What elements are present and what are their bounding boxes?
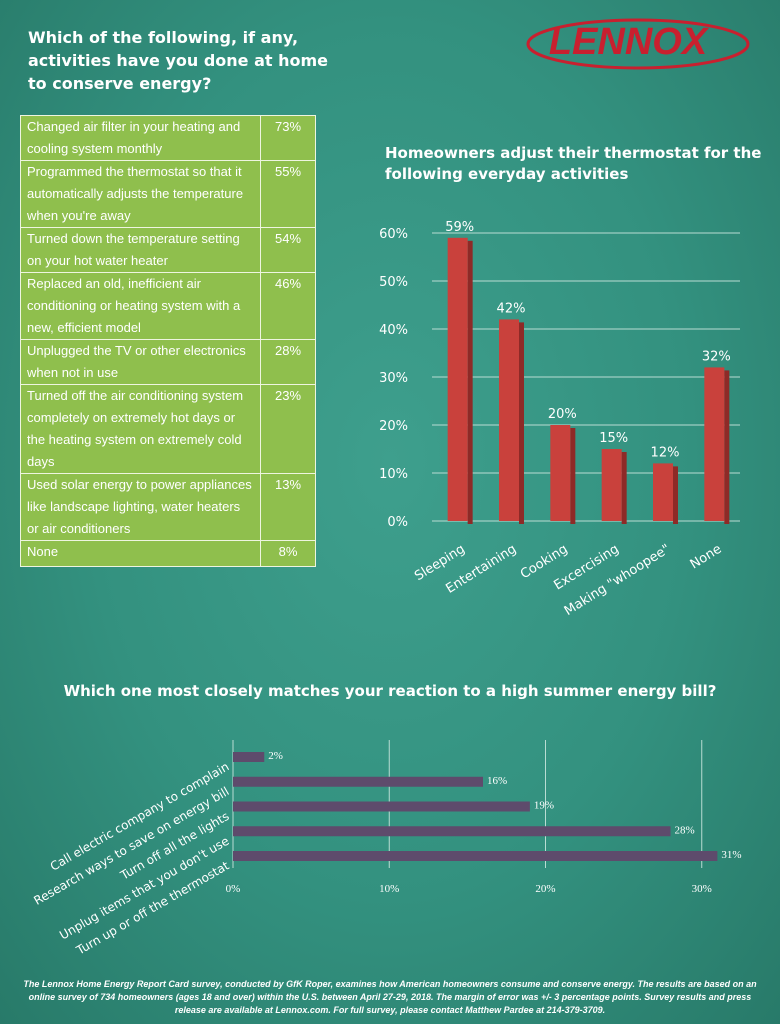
x-tick-label: None bbox=[688, 542, 725, 573]
bar bbox=[233, 851, 718, 861]
value-label: 15% bbox=[599, 431, 628, 446]
y-tick-label: 40% bbox=[379, 323, 408, 338]
percent-cell: 13% bbox=[260, 473, 316, 541]
x-tick-label: 20% bbox=[535, 883, 555, 895]
value-label: 16% bbox=[487, 775, 507, 787]
table-row: Turned off the air conditioning system c… bbox=[20, 384, 316, 474]
chart-title: Homeowners adjust their thermostat for t… bbox=[385, 144, 761, 162]
percent-cell: 55% bbox=[260, 160, 316, 228]
table-row: Programmed the thermostat so that it aut… bbox=[20, 160, 316, 228]
table-row: Unplugged the TV or other electronics wh… bbox=[20, 339, 316, 385]
header-title-line: activities have you done at home bbox=[28, 51, 329, 70]
header-title-line: Which of the following, if any, bbox=[28, 28, 299, 47]
header-title-line: to conserve energy? bbox=[28, 74, 212, 93]
value-label: 19% bbox=[534, 800, 554, 812]
header-title: Which of the following, if any, activiti… bbox=[28, 26, 328, 95]
bar-side bbox=[519, 322, 524, 524]
bar-side bbox=[621, 452, 627, 524]
activity-cell: Turned down the temperature setting on y… bbox=[20, 227, 261, 273]
value-label: 28% bbox=[675, 824, 695, 836]
y-tick-label: 50% bbox=[379, 275, 408, 290]
value-label: 59% bbox=[445, 220, 474, 235]
logo-text: LENNOX bbox=[549, 21, 710, 63]
logo: LENNOX bbox=[526, 18, 750, 70]
bar bbox=[499, 319, 519, 521]
percent-cell: 28% bbox=[260, 339, 316, 385]
value-label: 31% bbox=[721, 849, 741, 861]
table-row: Turned down the temperature setting on y… bbox=[20, 227, 316, 273]
x-tick-label: 0% bbox=[226, 883, 241, 895]
activity-cell: Used solar energy to power appliances li… bbox=[20, 473, 261, 541]
percent-cell: 54% bbox=[260, 227, 316, 273]
bar bbox=[233, 752, 265, 762]
bar bbox=[233, 776, 483, 787]
percent-cell: 23% bbox=[260, 384, 316, 474]
y-tick-label: 0% bbox=[387, 515, 408, 530]
value-label: 20% bbox=[548, 407, 577, 422]
bar-side bbox=[724, 370, 730, 524]
bar-side bbox=[673, 466, 678, 524]
activity-cell: Replaced an old, inefficient air conditi… bbox=[20, 272, 261, 340]
footer: The Lennox Home Energy Report Card surve… bbox=[23, 979, 757, 1015]
bar-side bbox=[467, 240, 473, 525]
charts: Homeowners adjust their thermostat for t… bbox=[64, 144, 761, 895]
activity-cell: None bbox=[20, 540, 261, 567]
table-row: Used solar energy to power appliances li… bbox=[20, 473, 316, 541]
value-label: 32% bbox=[702, 349, 731, 364]
chart-title: following everyday activities bbox=[385, 165, 628, 183]
table-row: Replaced an old, inefficient air conditi… bbox=[20, 272, 316, 340]
table-row: Changed air filter in your heating and c… bbox=[20, 115, 316, 161]
value-label: 12% bbox=[651, 445, 680, 460]
activity-cell: Turned off the air conditioning system c… bbox=[20, 384, 261, 474]
logo-swoosh bbox=[526, 18, 750, 70]
bar bbox=[601, 449, 622, 521]
percent-cell: 46% bbox=[260, 272, 316, 340]
bar bbox=[233, 826, 671, 837]
bar bbox=[233, 801, 530, 812]
percent-cell: 8% bbox=[260, 540, 316, 567]
bar-side bbox=[570, 428, 576, 524]
x-tick-label: 10% bbox=[379, 883, 399, 895]
activity-cell: Changed air filter in your heating and c… bbox=[20, 115, 261, 161]
table-row: None 8% bbox=[20, 540, 316, 567]
y-tick-label: 10% bbox=[379, 467, 408, 482]
bar bbox=[550, 425, 571, 521]
activities-table: Changed air filter in your heating and c… bbox=[20, 115, 316, 567]
activity-cell: Programmed the thermostat so that it aut… bbox=[20, 160, 261, 228]
bar bbox=[704, 367, 725, 521]
y-tick-label: 60% bbox=[379, 227, 408, 242]
y-tick-label: 30% bbox=[379, 371, 408, 386]
value-label: 2% bbox=[268, 750, 283, 762]
value-label: 42% bbox=[497, 301, 526, 316]
x-tick-label: 30% bbox=[692, 883, 712, 895]
chart-title: Which one most closely matches your reac… bbox=[64, 682, 717, 700]
bar bbox=[447, 237, 468, 522]
percent-cell: 73% bbox=[260, 115, 316, 161]
y-tick-label: 20% bbox=[379, 419, 408, 434]
bar bbox=[653, 463, 673, 521]
